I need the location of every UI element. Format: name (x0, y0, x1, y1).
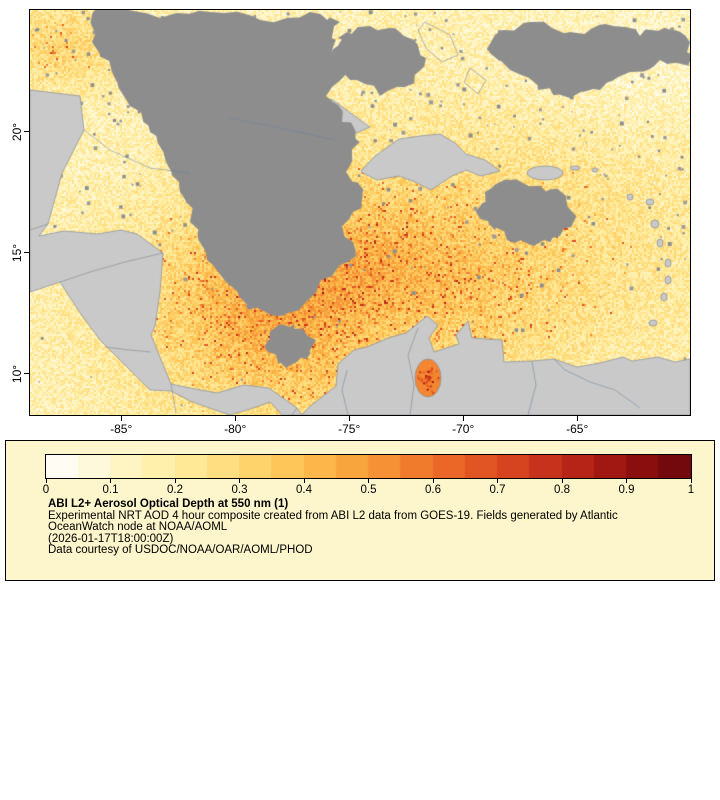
colorbar-tick-label: 0.7 (489, 484, 506, 496)
colorbar-tick (45, 479, 47, 483)
colorbar-tick (239, 479, 240, 483)
legend-description-line1: Experimental NRT AOD 4 hour composite cr… (48, 509, 618, 522)
colorbar-tick (368, 479, 369, 483)
colorbar-tick-label: 0.9 (618, 484, 635, 496)
y-axis-label: 20° (10, 122, 24, 142)
colorbar-tick-label: 1 (687, 484, 695, 496)
x-axis-label: -80° (224, 422, 247, 436)
y-axis-tick (24, 131, 29, 133)
colorbar-tick (174, 479, 176, 483)
colorbar-tick-label: 0.5 (360, 484, 377, 496)
colorbar-tick (497, 479, 498, 483)
x-axis-label: -65° (566, 422, 589, 436)
colorbar-tick (626, 479, 627, 483)
legend-panel: ABI L2+ Aerosol Optical Depth at 550 nm … (5, 440, 715, 581)
y-axis-label: 10° (10, 364, 24, 384)
colorbar-tick (110, 479, 111, 483)
x-axis-label: -85° (110, 422, 133, 436)
x-axis-tick (348, 416, 350, 421)
colorbar-tick-label: 0.2 (167, 484, 183, 496)
legend-description-line2: OceanWatch node at NOAA/AOML (48, 521, 228, 534)
colorbar-tick (303, 479, 305, 483)
y-axis-label: 15° (10, 243, 24, 263)
aod-map-canvas (30, 10, 690, 415)
x-axis-tick (120, 416, 122, 421)
legend-title: ABI L2+ Aerosol Optical Depth at 550 nm … (48, 498, 289, 510)
x-axis-tick (234, 416, 236, 421)
colorbar-tick-label: 0.8 (554, 484, 570, 496)
x-axis-tick (576, 416, 578, 421)
legend-courtesy: Data courtesy of USDOC/NOAA/OAR/AOML/PHO… (48, 544, 313, 557)
colorbar-tick (561, 479, 563, 483)
colorbar-tick-label: 0.1 (102, 484, 119, 496)
legend-text-block: ABI L2+ Aerosol Optical Depth at 550 nm … (48, 498, 706, 557)
colorbar-gradient (46, 455, 691, 478)
colorbar-tick-label: 0.4 (296, 484, 312, 496)
map-frame (29, 9, 691, 416)
colorbar (45, 454, 692, 479)
x-axis-label: -70° (452, 422, 475, 436)
colorbar-tick-label: 0 (42, 484, 50, 496)
colorbar-tick-label: 0.6 (425, 484, 441, 496)
y-axis-tick (24, 252, 29, 254)
x-axis-tick (462, 416, 464, 421)
y-axis-tick (24, 373, 29, 375)
legend-timestamp: (2026-01-17T18:00:00Z) (48, 532, 174, 545)
colorbar-tick-label: 0.3 (231, 484, 248, 496)
x-axis-label: -75° (338, 422, 361, 436)
colorbar-tick (432, 479, 434, 483)
colorbar-tick (690, 479, 692, 483)
